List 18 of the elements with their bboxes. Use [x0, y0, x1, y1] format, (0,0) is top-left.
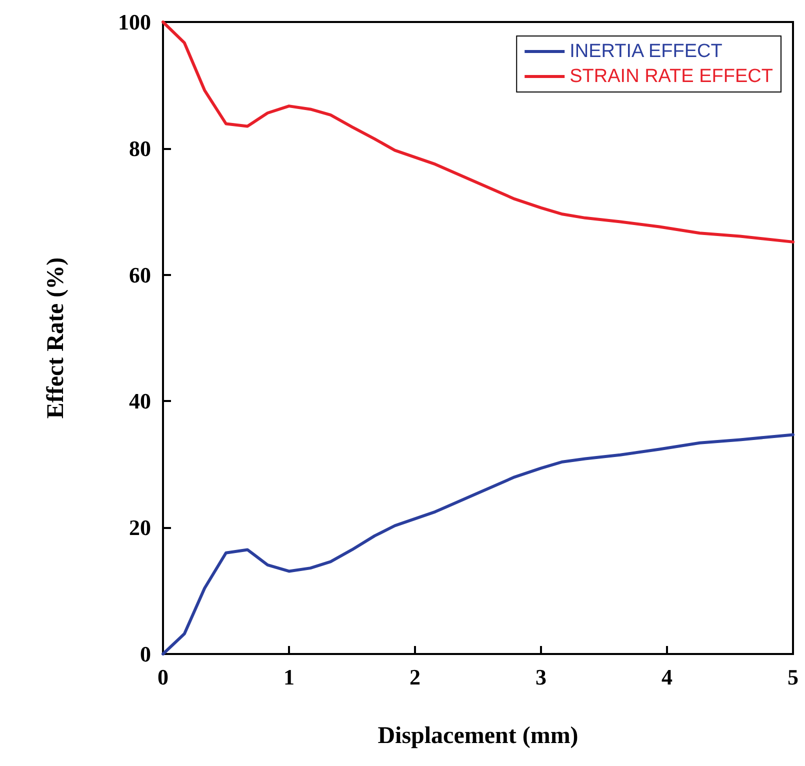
- x-tick-label: 0: [158, 664, 168, 690]
- legend-label: INERTIA EFFECT: [570, 41, 723, 62]
- line-series: [162, 433, 794, 656]
- x-tick-label: 2: [410, 664, 420, 690]
- x-tick-label: 5: [788, 664, 798, 690]
- legend-label: STRAIN RATE EFFECT: [570, 66, 774, 87]
- y-tick-label: 80: [129, 136, 151, 161]
- x-tick-label: 4: [662, 664, 672, 690]
- line-series: [162, 20, 794, 244]
- y-tick-label: 100: [118, 10, 151, 34]
- y-axis-title: Effect Rate (%): [43, 257, 69, 419]
- y-tick-label: 40: [129, 388, 151, 414]
- y-tick-label: 60: [129, 262, 151, 288]
- y-tick-label: 20: [129, 515, 151, 540]
- x-tick-label: 3: [536, 664, 546, 690]
- y-tick-label: 0: [140, 642, 151, 666]
- x-tick-label: 1: [284, 664, 294, 690]
- x-axis-title: Displacement (mm): [378, 723, 578, 749]
